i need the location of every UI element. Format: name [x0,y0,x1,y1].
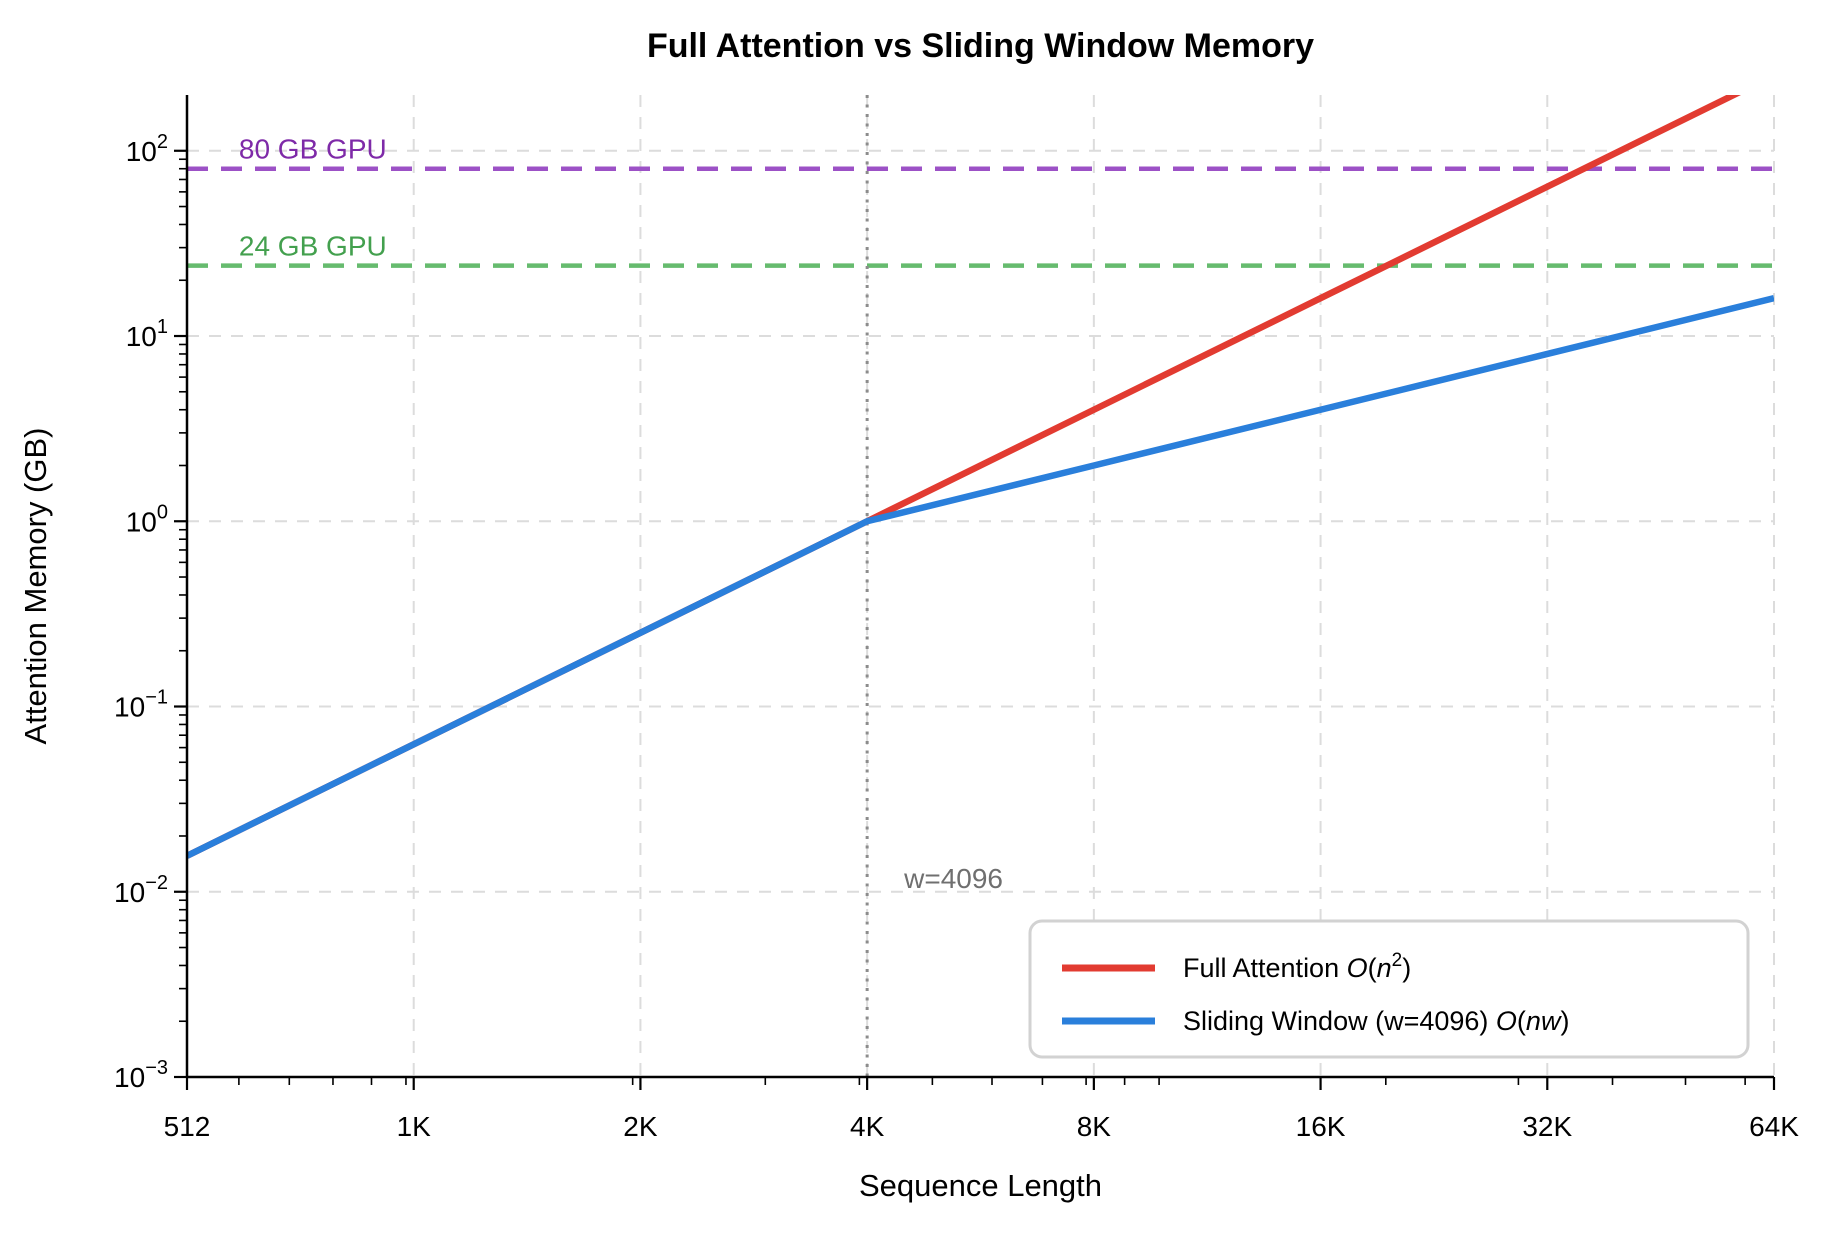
gpu-80gb-label: 80 GB GPU [239,134,387,165]
y-tick-labels: 102 101 100 10−1 10−2 10−3 [114,131,168,1093]
y-tick-label: 10−3 [114,1057,168,1093]
x-tick-label: 16K [1296,1111,1346,1142]
legend-label-full-attention-line: Full Attention O(n2) [1183,950,1411,983]
y-tick-label: 102 [126,131,168,167]
legend-label-sliding-window-line: Sliding Window (w=4096) O(nw) [1183,1006,1569,1036]
x-tick-label: 512 [164,1111,211,1142]
chart-title: Full Attention vs Sliding Window Memory [647,27,1314,65]
x-tick-label: 2K [623,1111,658,1142]
x-tick-labels: 512 1K 2K 4K 8K 16K 32K 64K [164,1111,1800,1142]
y-tick-label: 10−1 [114,687,168,723]
y-tick-label: 100 [126,501,168,537]
x-tick-label: 4K [850,1111,885,1142]
x-axis-label: Sequence Length [859,1168,1102,1203]
window-size-label: w=4096 [903,863,1003,894]
legend: Full Attention O(n2) Sliding Window (w=40… [1028,919,1750,1059]
sliding-window-line [187,295,1774,859]
data-series [187,95,1774,859]
reference-lines [187,95,1774,1077]
x-tick-label: 1K [397,1111,432,1142]
x-tick-label: 8K [1077,1111,1112,1142]
x-tick-label: 32K [1522,1111,1572,1142]
legend-box [1028,919,1750,1059]
axis-labels: Sequence Length Attention Memory (GB) Full… [18,27,1314,1203]
gridlines [186,95,1775,1077]
axes-spines [185,95,1774,1079]
x-tick-label: 64K [1749,1111,1799,1142]
gpu-24gb-label: 24 GB GPU [239,231,387,262]
y-tick-label: 101 [126,316,168,352]
y-tick-label: 10−2 [114,872,168,908]
axis-ticks [174,149,1776,1090]
annotations: 80 GB GPU 24 GB GPU w=4096 [239,134,1003,894]
y-axis-label: Attention Memory (GB) [18,428,53,745]
